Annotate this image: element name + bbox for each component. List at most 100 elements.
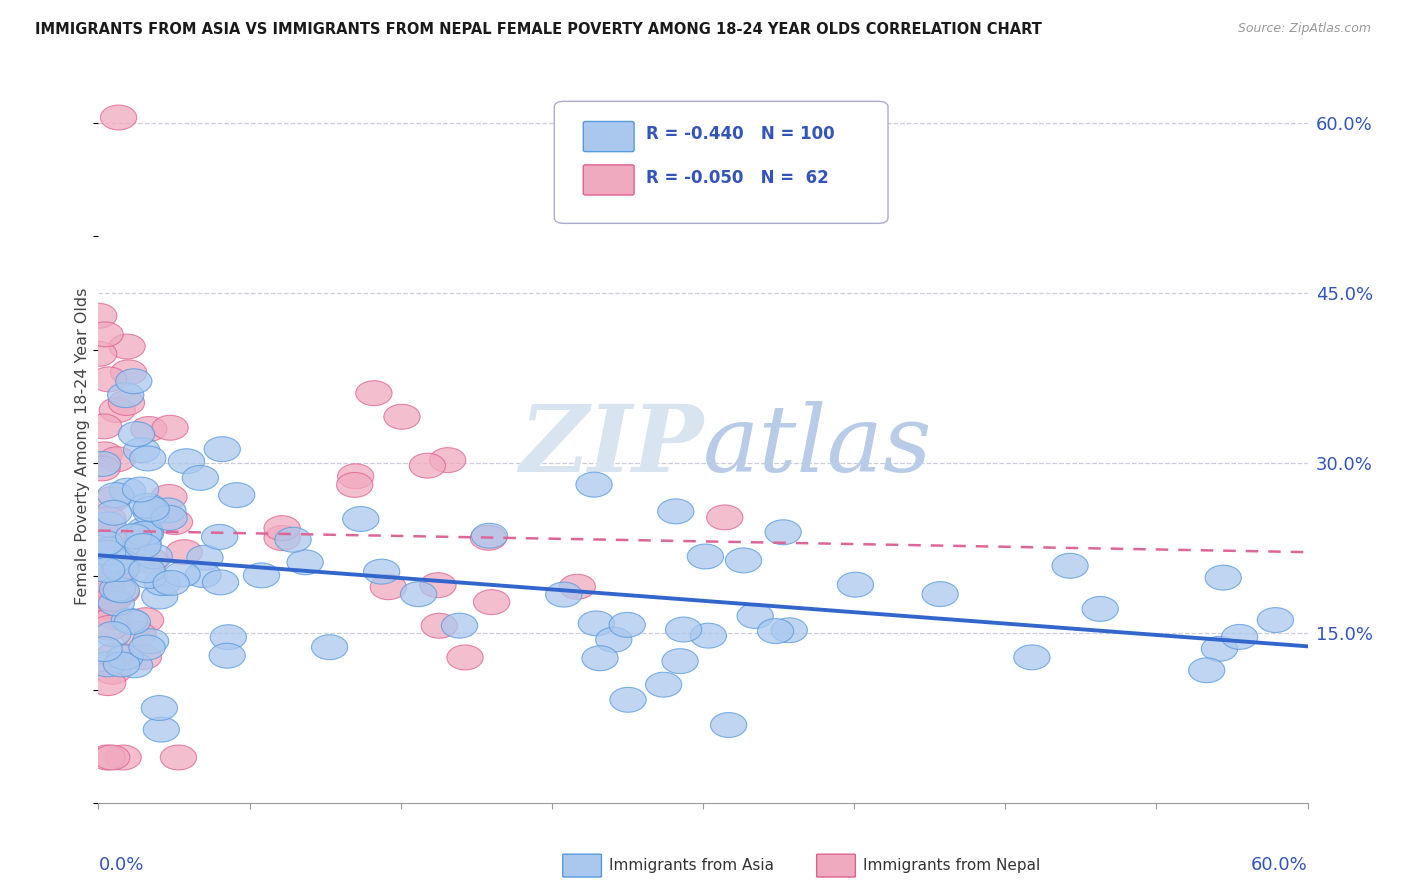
Ellipse shape <box>134 500 169 525</box>
Ellipse shape <box>276 527 311 552</box>
Ellipse shape <box>384 404 420 429</box>
Ellipse shape <box>1257 607 1294 632</box>
Ellipse shape <box>90 512 127 537</box>
Ellipse shape <box>1205 566 1241 591</box>
Ellipse shape <box>107 383 143 408</box>
Ellipse shape <box>160 745 197 770</box>
Ellipse shape <box>80 303 117 328</box>
Ellipse shape <box>105 745 141 770</box>
Ellipse shape <box>312 635 347 659</box>
Ellipse shape <box>129 446 166 471</box>
Ellipse shape <box>89 652 125 677</box>
FancyBboxPatch shape <box>562 855 602 877</box>
Ellipse shape <box>82 586 118 611</box>
Text: ZIP: ZIP <box>519 401 703 491</box>
Ellipse shape <box>125 645 162 670</box>
Ellipse shape <box>117 653 153 678</box>
Ellipse shape <box>337 464 374 489</box>
Ellipse shape <box>83 556 120 581</box>
Ellipse shape <box>108 391 145 416</box>
Ellipse shape <box>97 605 134 630</box>
Ellipse shape <box>84 451 121 476</box>
Ellipse shape <box>101 564 136 589</box>
Ellipse shape <box>90 367 127 392</box>
Ellipse shape <box>90 567 127 592</box>
Y-axis label: Female Poverty Among 18-24 Year Olds: Female Poverty Among 18-24 Year Olds <box>75 287 90 605</box>
Ellipse shape <box>120 622 156 647</box>
Ellipse shape <box>98 447 135 472</box>
Ellipse shape <box>96 586 132 611</box>
Ellipse shape <box>91 586 128 611</box>
Ellipse shape <box>86 414 122 439</box>
Ellipse shape <box>89 745 125 770</box>
Ellipse shape <box>211 624 246 649</box>
Ellipse shape <box>409 453 446 478</box>
Ellipse shape <box>97 483 134 508</box>
Ellipse shape <box>343 507 378 532</box>
Ellipse shape <box>87 322 124 347</box>
Ellipse shape <box>90 541 125 566</box>
Ellipse shape <box>91 615 128 640</box>
Ellipse shape <box>103 580 139 605</box>
Ellipse shape <box>838 572 873 597</box>
Ellipse shape <box>86 637 122 662</box>
Ellipse shape <box>156 509 193 534</box>
Ellipse shape <box>90 594 127 619</box>
Ellipse shape <box>91 537 128 562</box>
Ellipse shape <box>725 548 762 573</box>
Ellipse shape <box>770 618 807 643</box>
Ellipse shape <box>124 525 160 550</box>
Text: Immigrants from Asia: Immigrants from Asia <box>609 858 773 873</box>
Text: IMMIGRANTS FROM ASIA VS IMMIGRANTS FROM NEPAL FEMALE POVERTY AMONG 18-24 YEAR OL: IMMIGRANTS FROM ASIA VS IMMIGRANTS FROM … <box>35 22 1042 37</box>
Text: 60.0%: 60.0% <box>1251 856 1308 874</box>
Ellipse shape <box>596 627 631 652</box>
Ellipse shape <box>152 416 188 441</box>
Ellipse shape <box>183 466 218 491</box>
Ellipse shape <box>356 381 392 406</box>
Ellipse shape <box>471 524 508 549</box>
Ellipse shape <box>104 549 139 574</box>
Ellipse shape <box>115 368 152 393</box>
Ellipse shape <box>84 456 120 481</box>
Ellipse shape <box>166 540 202 565</box>
Ellipse shape <box>115 524 152 549</box>
Ellipse shape <box>922 582 959 607</box>
Ellipse shape <box>658 499 695 524</box>
Ellipse shape <box>118 422 155 447</box>
Ellipse shape <box>129 558 165 582</box>
Ellipse shape <box>86 442 122 467</box>
Text: 0.0%: 0.0% <box>98 856 143 874</box>
Ellipse shape <box>83 574 118 599</box>
FancyBboxPatch shape <box>817 855 855 877</box>
Ellipse shape <box>90 671 127 696</box>
Ellipse shape <box>132 629 169 654</box>
Ellipse shape <box>103 557 139 582</box>
Ellipse shape <box>153 571 190 596</box>
Ellipse shape <box>124 438 160 463</box>
Ellipse shape <box>87 531 124 556</box>
Ellipse shape <box>187 545 224 570</box>
Ellipse shape <box>610 688 647 712</box>
Ellipse shape <box>127 522 162 547</box>
Ellipse shape <box>149 498 186 523</box>
Ellipse shape <box>758 619 793 643</box>
Ellipse shape <box>131 417 167 442</box>
Ellipse shape <box>645 673 682 698</box>
Text: atlas: atlas <box>703 401 932 491</box>
Ellipse shape <box>471 525 506 550</box>
Ellipse shape <box>143 571 180 596</box>
Ellipse shape <box>710 713 747 738</box>
Text: R = -0.050   N =  62: R = -0.050 N = 62 <box>647 169 830 186</box>
Ellipse shape <box>98 547 134 572</box>
Ellipse shape <box>100 576 135 601</box>
Ellipse shape <box>576 472 612 497</box>
Ellipse shape <box>94 487 131 511</box>
Ellipse shape <box>150 506 187 531</box>
Ellipse shape <box>122 477 159 502</box>
Ellipse shape <box>107 645 143 670</box>
Ellipse shape <box>108 334 145 359</box>
Ellipse shape <box>1052 553 1088 578</box>
Ellipse shape <box>1201 636 1237 661</box>
Ellipse shape <box>1083 597 1118 622</box>
Ellipse shape <box>364 559 399 584</box>
